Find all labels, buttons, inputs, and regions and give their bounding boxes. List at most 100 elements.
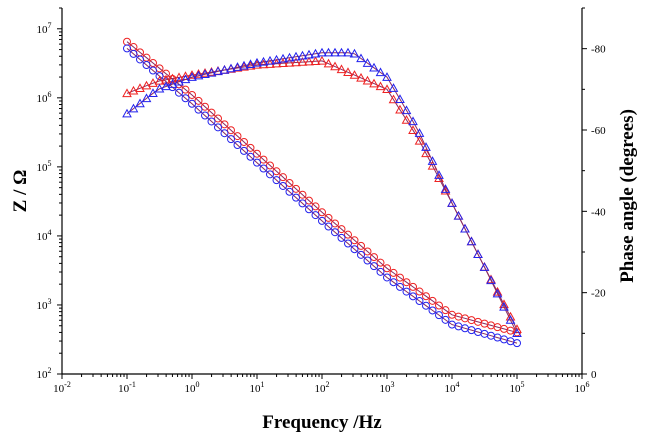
x-tick-label: 105 <box>510 380 525 395</box>
data-point-triangle <box>252 59 262 69</box>
data-point-circle <box>253 158 261 167</box>
data-point-triangle <box>167 79 178 88</box>
data-point-circle <box>240 146 248 155</box>
data-point-circle <box>129 49 138 58</box>
data-point-circle <box>155 72 164 81</box>
data-point-circle <box>435 311 443 320</box>
data-point-circle <box>435 301 443 310</box>
data-point-triangle <box>440 185 451 195</box>
data-point-circle <box>311 202 320 211</box>
data-point-circle <box>318 208 326 217</box>
data-point-triangle <box>193 69 204 78</box>
data-point-triangle <box>232 62 243 71</box>
data-point-triangle <box>245 60 256 70</box>
data-point-circle <box>409 282 417 291</box>
data-point-triangle <box>122 108 132 118</box>
data-point-triangle <box>135 98 145 108</box>
data-point-circle <box>220 129 229 138</box>
data-point-triangle <box>369 62 379 72</box>
data-point-triangle <box>128 103 139 113</box>
x-axis-title: Frequency /Hz <box>262 412 382 433</box>
data-point-circle <box>409 292 417 301</box>
data-point-circle <box>422 292 430 301</box>
data-point-triangle <box>395 104 405 114</box>
data-point-triangle <box>349 48 360 58</box>
data-point-circle <box>194 105 203 114</box>
data-point-circle <box>181 94 190 103</box>
data-point-triangle <box>336 64 347 74</box>
data-point-triangle <box>154 83 165 93</box>
data-point-triangle <box>297 50 308 60</box>
y-right-tick-label: 0 <box>591 369 597 381</box>
data-point-triangle <box>174 76 184 86</box>
data-point-triangle <box>421 148 431 158</box>
data-point-circle <box>123 44 131 53</box>
data-point-circle <box>324 213 333 222</box>
data-point-circle <box>305 205 313 214</box>
data-point-circle <box>383 273 391 282</box>
y-right-tick-label: -60 <box>591 125 606 137</box>
data-point-circle <box>383 264 391 273</box>
x-tick-label: 10-2 <box>53 380 71 395</box>
data-point-circle <box>428 296 437 305</box>
data-point-triangle <box>174 72 184 82</box>
data-point-triangle <box>408 125 418 134</box>
data-point-triangle <box>187 72 197 81</box>
data-point-circle <box>272 176 281 185</box>
y-left-tick-label: 102 <box>37 366 52 381</box>
y-left-tick-label: 103 <box>37 297 52 312</box>
data-point-triangle <box>349 70 360 79</box>
y-axis-left-title: Z / Ω <box>10 170 31 213</box>
data-point-triangle <box>226 63 236 73</box>
data-point-triangle <box>453 210 464 220</box>
data-point-triangle <box>200 69 210 78</box>
x-tick-label: 101 <box>250 380 265 395</box>
data-point-triangle <box>356 53 366 63</box>
data-point-circle <box>201 111 209 120</box>
data-point-circle <box>175 88 183 97</box>
data-point-triangle <box>343 67 353 76</box>
data-point-triangle <box>200 68 210 77</box>
data-point-triangle <box>505 315 516 324</box>
data-point-triangle <box>258 56 269 66</box>
y-left-tick-label: 104 <box>37 228 52 243</box>
data-point-triangle <box>291 51 301 61</box>
x-tick-label: 104 <box>445 380 460 395</box>
data-point-triangle <box>278 58 288 68</box>
data-point-triangle <box>219 64 230 74</box>
data-point-circle <box>389 268 398 277</box>
data-point-circle <box>389 278 398 287</box>
data-point-circle <box>415 297 424 306</box>
data-point-circle <box>188 99 196 108</box>
data-point-triangle <box>122 88 132 98</box>
data-point-triangle <box>167 73 178 83</box>
data-point-circle <box>376 267 385 276</box>
data-point-triangle <box>239 60 249 70</box>
data-point-circle <box>227 126 235 135</box>
data-point-circle <box>350 245 359 254</box>
data-point-triangle <box>375 67 386 77</box>
data-point-triangle <box>362 75 373 85</box>
data-point-circle <box>298 199 307 208</box>
x-tick-label: 10-1 <box>118 380 136 395</box>
data-point-triangle <box>447 198 457 207</box>
data-point-triangle <box>388 94 399 104</box>
data-point-triangle <box>486 275 496 285</box>
data-point-triangle <box>343 47 353 57</box>
data-point-triangle <box>317 47 327 57</box>
data-point-circle <box>344 230 352 239</box>
data-point-triangle <box>388 83 399 92</box>
data-point-triangle <box>382 72 392 81</box>
data-point-triangle <box>180 74 191 84</box>
data-point-triangle <box>330 47 340 57</box>
data-point-triangle <box>492 286 503 296</box>
data-point-triangle <box>492 288 503 298</box>
data-point-circle <box>266 170 274 179</box>
data-point-circle <box>402 287 411 296</box>
data-point-triangle <box>141 93 152 103</box>
data-point-circle <box>415 287 424 296</box>
y-right-tick-label: -40 <box>591 206 606 218</box>
data-point-circle <box>227 135 235 144</box>
data-point-circle <box>194 96 203 105</box>
data-point-triangle <box>148 88 158 97</box>
